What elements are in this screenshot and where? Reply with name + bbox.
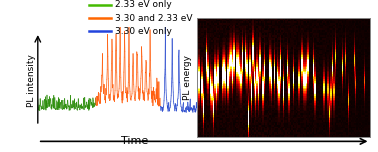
Text: 3.30 eV only: 3.30 eV only xyxy=(115,27,172,36)
Text: Time: Time xyxy=(121,136,148,146)
Text: PL intensity: PL intensity xyxy=(27,54,36,107)
Text: 3.30 and 2.33 eV: 3.30 and 2.33 eV xyxy=(115,14,193,22)
Y-axis label: PL energy: PL energy xyxy=(183,55,192,100)
Text: 2.33 eV only: 2.33 eV only xyxy=(115,0,172,9)
